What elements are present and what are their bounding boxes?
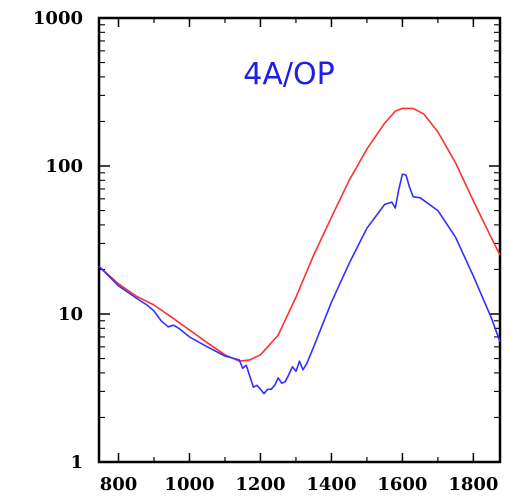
x-tick-label: 1200 [235,474,285,495]
x-tick-label: 800 [100,474,138,495]
x-tick-label: 1600 [377,474,427,495]
y-tick-label: 10 [58,304,83,325]
y-tick-label: 1 [70,452,83,473]
series-layer [98,107,501,395]
y-tick-label: 100 [45,156,83,177]
series-line-2 [98,173,501,395]
tick-labels: 800 1000 1200 1400 1600 1800 1 10 100 1000 [33,8,499,495]
x-tick-label: 1400 [306,474,356,495]
x-tick-label: 1000 [164,474,214,495]
series-line-1 [98,107,501,362]
x-tick-label: 1800 [448,474,498,495]
plot-frame [97,16,502,464]
chart-title: 4A/OP [243,57,334,92]
y-tick-label: 1000 [33,8,83,29]
axis-ticks [99,17,500,463]
